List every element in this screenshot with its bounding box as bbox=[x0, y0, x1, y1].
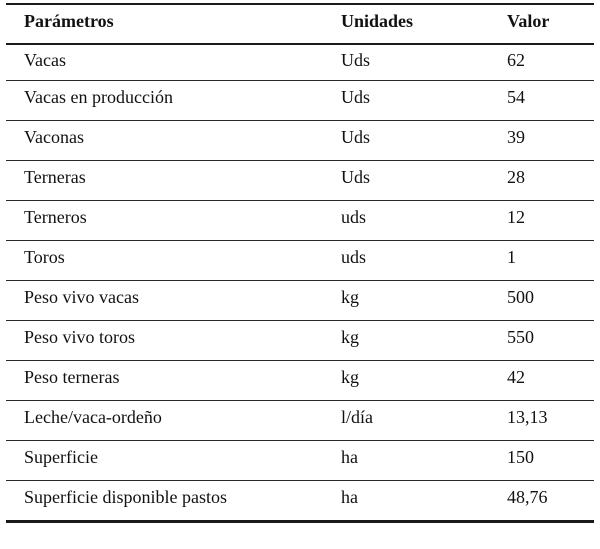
value-cell: 42 bbox=[489, 360, 594, 401]
param-cell: Terneros bbox=[6, 200, 323, 241]
header-parametros: Parámetros bbox=[6, 3, 323, 45]
unit-cell: Uds bbox=[323, 120, 489, 161]
header-valor: Valor bbox=[489, 3, 594, 45]
unit-cell: l/día bbox=[323, 400, 489, 441]
param-cell: Vacas en producción bbox=[6, 80, 323, 121]
value-cell: 28 bbox=[489, 160, 594, 201]
param-cell: Peso vivo vacas bbox=[6, 280, 323, 321]
table-row: Superficie disponible pastos ha 48,76 bbox=[6, 480, 594, 523]
value-cell: 54 bbox=[489, 80, 594, 121]
table-row: Terneras Uds 28 bbox=[6, 160, 594, 201]
header-unidades: Unidades bbox=[323, 3, 489, 45]
table-row: Peso terneras kg 42 bbox=[6, 360, 594, 401]
table-row: Terneros uds 12 bbox=[6, 200, 594, 241]
value-cell: 39 bbox=[489, 120, 594, 161]
unit-cell: uds bbox=[323, 240, 489, 281]
unit-cell: uds bbox=[323, 200, 489, 241]
table-row: Superficie ha 150 bbox=[6, 440, 594, 481]
table-row: Leche/vaca-ordeño l/día 13,13 bbox=[6, 400, 594, 441]
unit-cell: Uds bbox=[323, 160, 489, 201]
unit-cell: kg bbox=[323, 280, 489, 321]
value-cell: 550 bbox=[489, 320, 594, 361]
param-cell: Peso terneras bbox=[6, 360, 323, 401]
unit-cell: ha bbox=[323, 480, 489, 523]
value-cell: 150 bbox=[489, 440, 594, 481]
unit-cell: Uds bbox=[323, 80, 489, 121]
param-cell: Vaconas bbox=[6, 120, 323, 161]
param-cell: Superficie disponible pastos bbox=[6, 480, 323, 523]
value-cell: 62 bbox=[489, 44, 594, 81]
parameters-table: Parámetros Unidades Valor Vacas Uds 62 V… bbox=[6, 3, 594, 523]
unit-cell: kg bbox=[323, 360, 489, 401]
table-row: Peso vivo vacas kg 500 bbox=[6, 280, 594, 321]
value-cell: 500 bbox=[489, 280, 594, 321]
table-row: Peso vivo toros kg 550 bbox=[6, 320, 594, 361]
param-cell: Peso vivo toros bbox=[6, 320, 323, 361]
param-cell: Toros bbox=[6, 240, 323, 281]
param-cell: Superficie bbox=[6, 440, 323, 481]
table-header-row: Parámetros Unidades Valor bbox=[6, 3, 594, 45]
value-cell: 48,76 bbox=[489, 480, 594, 523]
param-cell: Terneras bbox=[6, 160, 323, 201]
unit-cell: kg bbox=[323, 320, 489, 361]
param-cell: Leche/vaca-ordeño bbox=[6, 400, 323, 441]
table-row: Vacas Uds 62 bbox=[6, 44, 594, 81]
unit-cell: ha bbox=[323, 440, 489, 481]
value-cell: 12 bbox=[489, 200, 594, 241]
table-row: Toros uds 1 bbox=[6, 240, 594, 281]
table-row: Vaconas Uds 39 bbox=[6, 120, 594, 161]
param-cell: Vacas bbox=[6, 44, 323, 81]
unit-cell: Uds bbox=[323, 44, 489, 81]
table-row: Vacas en producción Uds 54 bbox=[6, 80, 594, 121]
value-cell: 1 bbox=[489, 240, 594, 281]
value-cell: 13,13 bbox=[489, 400, 594, 441]
